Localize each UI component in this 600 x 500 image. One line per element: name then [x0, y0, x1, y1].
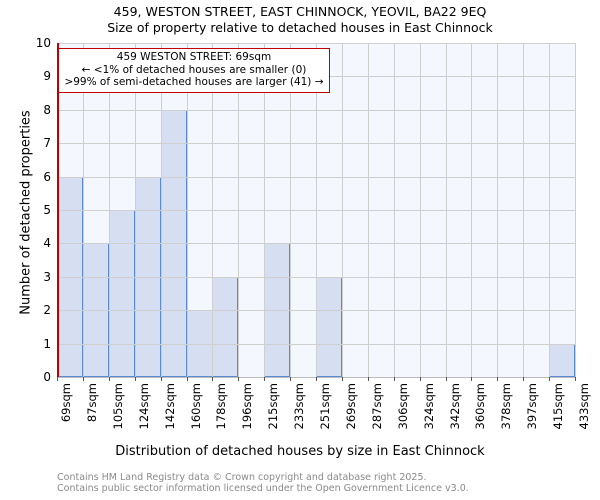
- gridline-vertical: [187, 43, 188, 377]
- histogram-bar: [109, 210, 135, 377]
- chart-title-block: 459, WESTON STREET, EAST CHINNOCK, YEOVI…: [0, 4, 600, 36]
- x-tick-label: 433sqm: [577, 383, 591, 430]
- x-tick-label: 124sqm: [136, 383, 151, 430]
- y-tick-label: 8: [43, 102, 51, 117]
- annotation-line-2: ← <1% of detached houses are smaller (0): [81, 63, 307, 76]
- x-tick-label: 306sqm: [395, 383, 410, 430]
- x-tick-label: 378sqm: [499, 383, 514, 430]
- gridline-vertical: [575, 43, 576, 377]
- x-tick-label: 269sqm: [343, 383, 358, 430]
- y-tick-label: 7: [43, 136, 51, 151]
- x-tick-mark: [135, 377, 136, 381]
- gridline-vertical: [264, 43, 265, 377]
- y-tick-label: 6: [43, 169, 51, 184]
- x-tick-label: 178sqm: [214, 383, 229, 430]
- gridline-vertical: [342, 43, 343, 377]
- x-tick-mark: [420, 377, 421, 381]
- gridline-vertical: [497, 43, 498, 377]
- gridline-vertical: [316, 43, 317, 377]
- gridline-vertical: [212, 43, 213, 377]
- chart-title-primary: 459, WESTON STREET, EAST CHINNOCK, YEOVI…: [113, 4, 487, 19]
- x-tick-label: 324sqm: [421, 383, 436, 430]
- x-tick-mark: [446, 377, 447, 381]
- x-axis-ticks: 69sqm 87sqm 105sqm 124sqm 142sqm 160sqm 178sqm…: [57, 377, 591, 447]
- gridline-vertical: [368, 43, 369, 377]
- x-tick-label: 196sqm: [240, 383, 255, 430]
- y-axis-title: Number of detached properties: [18, 110, 34, 315]
- y-tick-label: 9: [43, 69, 51, 84]
- x-tick-mark: [290, 377, 291, 381]
- x-tick-mark: [368, 377, 369, 381]
- x-tick-mark: [57, 377, 58, 381]
- x-tick-mark: [549, 377, 550, 381]
- x-tick-mark: [394, 377, 395, 381]
- x-tick-label: 342sqm: [447, 383, 462, 430]
- gridline-vertical: [238, 43, 239, 377]
- x-tick-label: 215sqm: [266, 383, 281, 430]
- x-tick-mark: [212, 377, 213, 381]
- gridline-vertical: [523, 43, 524, 377]
- x-tick-mark: [109, 377, 110, 381]
- gridline-vertical: [471, 43, 472, 377]
- footer-line-2: Contains public sector information licen…: [57, 483, 469, 494]
- gridline-vertical: [109, 43, 110, 377]
- x-tick-label: 105sqm: [110, 383, 125, 430]
- x-tick-mark: [342, 377, 343, 381]
- x-tick-label: 251sqm: [318, 383, 332, 430]
- x-tick-mark: [575, 377, 576, 381]
- y-tick-label: 0: [43, 370, 51, 384]
- x-tick-mark: [187, 377, 188, 381]
- x-tick-mark: [238, 377, 239, 381]
- histogram-bar: [549, 343, 575, 377]
- y-tick-label: 10: [35, 36, 51, 50]
- y-tick-label: 5: [43, 203, 51, 217]
- gridline-vertical: [394, 43, 395, 377]
- y-axis-ticks: 0 1 2 3 4 5 6 7 8 9 10: [0, 37, 51, 383]
- x-tick-label: 287sqm: [369, 383, 384, 430]
- x-tick-label: 360sqm: [473, 383, 488, 430]
- x-tick-mark: [471, 377, 472, 381]
- x-axis-title: Distribution of detached houses by size …: [115, 444, 485, 459]
- x-tick-label: 160sqm: [188, 383, 203, 430]
- gridline-vertical: [420, 43, 421, 377]
- x-tick-mark: [523, 377, 524, 381]
- x-tick-label: 142sqm: [162, 383, 177, 430]
- gridline-vertical: [290, 43, 291, 377]
- annotation-line-3: >99% of semi-detached houses are larger …: [64, 76, 324, 88]
- subject-property-marker-line: [57, 43, 59, 377]
- x-tick-mark: [161, 377, 162, 381]
- x-tick-label: 397sqm: [525, 383, 540, 430]
- x-tick-mark: [264, 377, 265, 381]
- histogram-bar: [212, 276, 238, 377]
- subject-property-annotation: 459 WESTON STREET: 69sqm ← <1% of detach…: [58, 48, 330, 93]
- footer-line-1: Contains HM Land Registry data © Crown c…: [57, 472, 427, 483]
- x-tick-label: 87sqm: [84, 383, 99, 423]
- y-tick-label: 2: [43, 303, 51, 318]
- y-tick-label: 4: [43, 236, 51, 251]
- gridline-vertical: [549, 43, 550, 377]
- gridline-vertical: [446, 43, 447, 377]
- gridline-vertical: [83, 43, 84, 377]
- footer-attribution: Contains HM Land Registry data © Crown c…: [57, 472, 577, 494]
- gridline-vertical: [135, 43, 136, 377]
- gridline-vertical: [161, 43, 162, 377]
- y-tick-label: 1: [43, 336, 51, 351]
- y-tick-label: 3: [43, 269, 51, 284]
- x-tick-mark: [83, 377, 84, 381]
- plot-area: [57, 43, 576, 378]
- x-tick-label: 233sqm: [292, 383, 307, 430]
- x-tick-mark: [316, 377, 317, 381]
- annotation-line-1: 459 WESTON STREET: 69sqm: [116, 51, 272, 63]
- x-tick-mark: [497, 377, 498, 381]
- histogram-bar: [316, 276, 342, 377]
- chart-title-secondary: Size of property relative to detached ho…: [107, 20, 493, 35]
- x-tick-label: 415sqm: [551, 383, 566, 430]
- x-tick-label: 69sqm: [59, 383, 73, 423]
